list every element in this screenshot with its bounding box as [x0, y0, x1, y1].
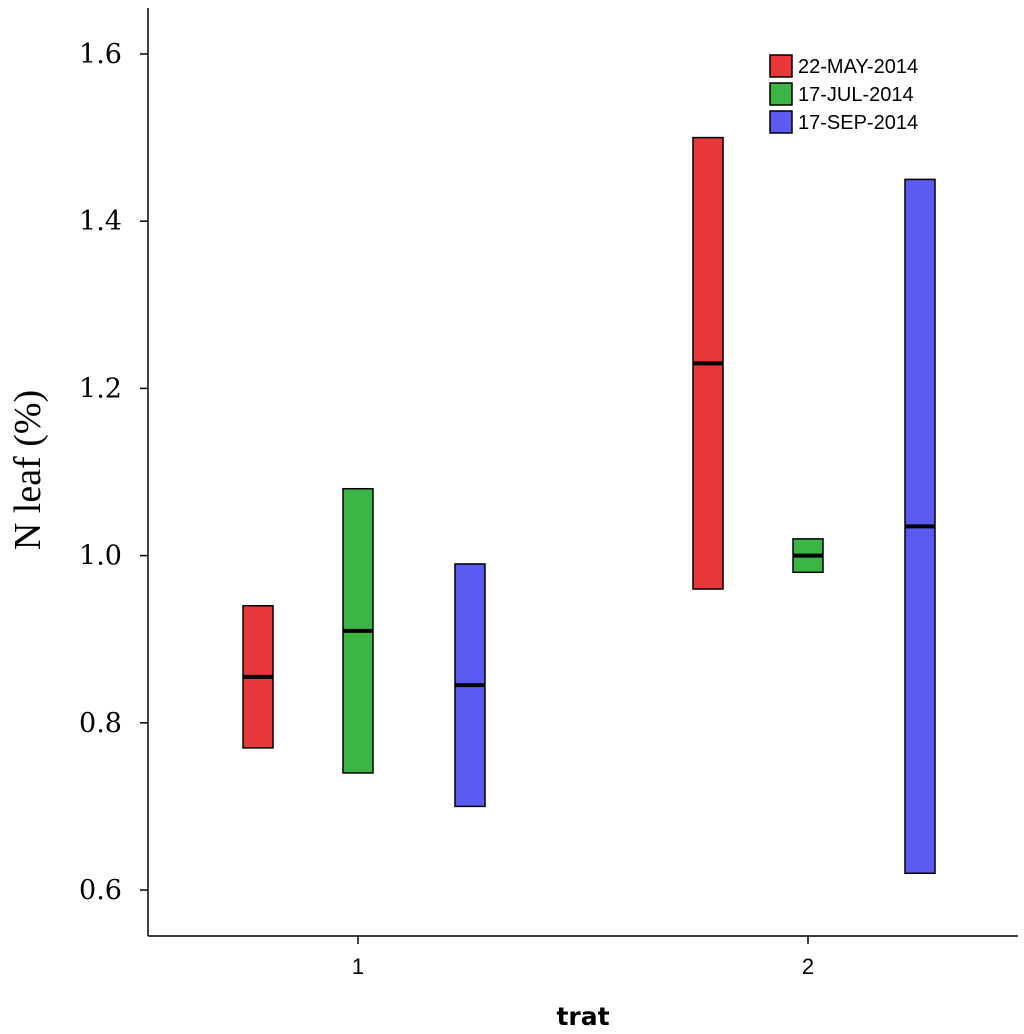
y-tick-label: 0.8: [79, 708, 122, 739]
legend-swatch: [769, 110, 793, 134]
legend: 22-MAY-2014 17-JUL-2014 17-SEP-2014: [769, 54, 918, 134]
y-tick-label: 0.6: [79, 875, 122, 906]
legend-label: 22-MAY-2014: [798, 56, 918, 78]
x-axis-label: trat: [556, 1002, 609, 1031]
y-axis-label: N leaf (%): [7, 390, 49, 550]
y-axis-ticks: 0.6 0.8 1.0 1.2 1.4 1.6: [79, 39, 148, 906]
y-tick-label: 1.2: [79, 373, 122, 404]
legend-swatch: [769, 54, 793, 78]
y-tick-label: 1.0: [79, 541, 122, 572]
legend-label: 17-JUL-2014: [798, 84, 914, 106]
y-tick-label: 1.6: [79, 39, 122, 70]
x-tick-label: 1: [352, 954, 364, 979]
y-tick-label: 1.4: [79, 206, 122, 237]
legend-label: 17-SEP-2014: [798, 112, 918, 134]
box-plots: [242, 136, 936, 875]
legend-swatch: [769, 82, 793, 106]
x-tick-label: 2: [802, 954, 814, 979]
